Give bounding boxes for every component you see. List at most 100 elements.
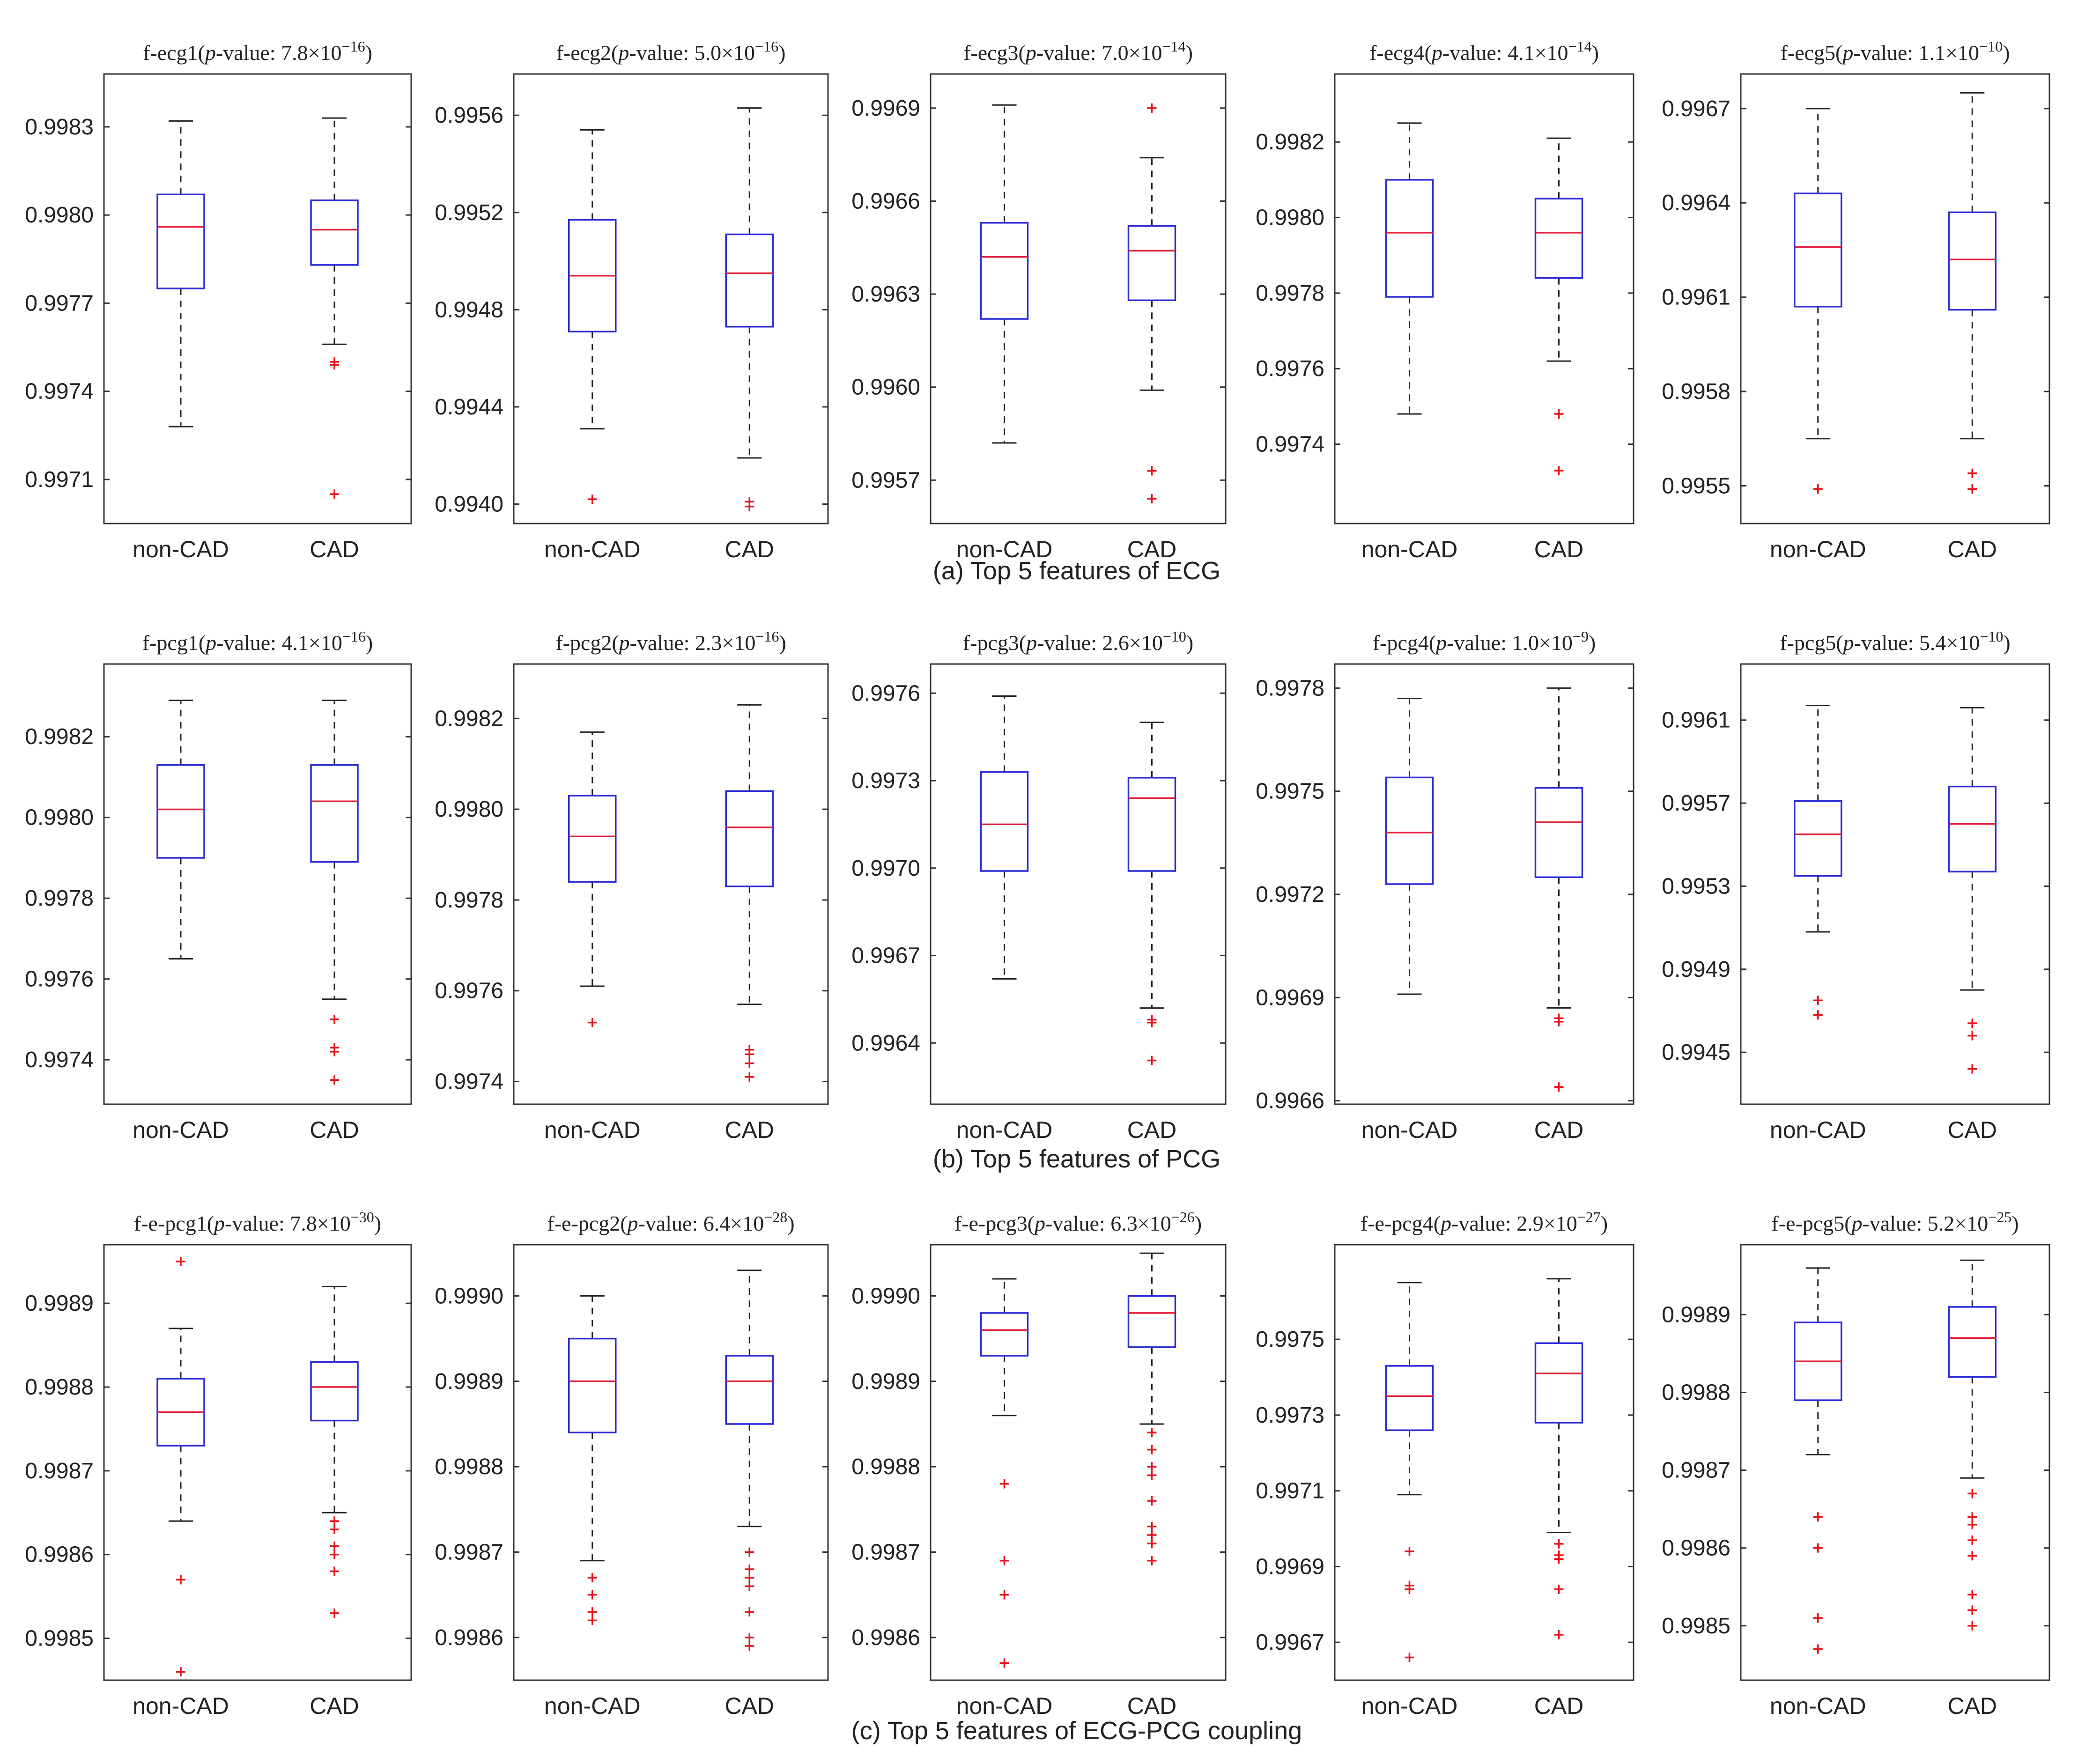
title-part: 4.1 [281,631,309,655]
y-tick-label: 0.9969 [1256,985,1324,1010]
title-part: f-pcg1 [142,631,199,655]
outlier-marker [1967,1535,1977,1545]
y-tick-label: 0.9953 [1662,874,1730,899]
title-part: 2.6 [1102,631,1129,655]
boxplot-panel: f-e-pcg4(p-value: 2.9×10−27) 0.9967 0.9969… [1256,1209,1634,1719]
x-tick-label: non-CAD [1770,1693,1866,1719]
y-tick-label: 0.9978 [25,886,94,911]
title-paren: ( [1434,1211,1441,1235]
outlier-marker [330,1014,339,1024]
title-part: -value: [630,631,695,655]
y-tick-label: 0.9971 [25,467,94,492]
x-tick-label: CAD [725,1693,774,1719]
title-part: ) [1601,1211,1608,1235]
title-part: ×10 [1535,41,1568,65]
boxplot-panel: f-ecg3(p-value: 7.0×10−14) 0.9957 0.9960 0.… [851,38,1227,562]
title-part: ) [2003,631,2010,655]
outlier-marker [999,1479,1009,1489]
y-tick-label: 0.9988 [25,1375,94,1400]
box-non-cad [980,695,1029,980]
y-tick-label: 0.9966 [1256,1089,1324,1114]
title-part: p [204,631,216,655]
box-non-cad [156,120,205,428]
x-tick-label: CAD [1127,536,1177,562]
title-part: ×10 [1954,1211,1988,1235]
title-part: -value: [225,1211,290,1235]
title-part: −25 [1988,1209,2011,1225]
title-part: p [204,41,216,65]
box-cad [310,1285,359,1618]
y-tick-label: 0.9977 [25,291,94,316]
iqr-box [980,771,1029,872]
iqr-box [1127,225,1176,302]
title-part: -value: [216,41,281,65]
title-part: p [213,1211,225,1235]
panel-title: f-pcg5(p-value: 5.4×10−10) [1780,628,2010,655]
title-part: ) [778,41,785,65]
box-non-cad [1385,697,1434,995]
outlier-marker [745,502,754,511]
outlier-marker [745,1058,754,1068]
y-tick-label: 0.9989 [1662,1302,1730,1327]
iqr-box [980,222,1029,320]
y-tick-label: 0.9975 [1256,779,1324,804]
box-cad [725,107,774,511]
iqr-box [1534,787,1583,878]
title-part: f-pcg3 [963,631,1019,655]
x-tick-label: non-CAD [133,536,229,562]
box-non-cad [1794,108,1842,494]
title-part: ) [787,1211,794,1235]
title-paren: ( [1836,631,1843,655]
iqr-box [568,1337,617,1433]
outlier-marker [1147,466,1157,476]
title-part: 7.8 [290,1211,317,1235]
y-tick-label: 0.9986 [851,1625,920,1650]
title-part: f-e-pcg1 [134,1211,207,1235]
outlier-marker [1554,1630,1564,1639]
outlier-marker [745,1072,754,1082]
iqr-box [568,795,617,883]
title-part: f-ecg2 [556,41,611,65]
outlier-marker [330,360,339,370]
title-part: ×10 [1129,41,1162,65]
panel-title: f-ecg2(p-value: 5.0×10−16) [556,38,786,65]
box-non-cad [980,1278,1029,1668]
x-tick-label: CAD [1947,1693,1997,1719]
subfigure-caption: (a) Top 5 features of ECG [933,557,1220,585]
title-part: p [1841,41,1853,65]
title-paren: ( [1844,1211,1851,1235]
y-tick-label: 0.9976 [435,979,503,1004]
title-part: ) [779,631,786,655]
y-tick-label: 0.9975 [1256,1327,1324,1352]
outlier-marker [745,1632,754,1642]
iqr-box [1385,179,1434,298]
box-non-cad [568,1295,617,1625]
y-tick-label: 0.9980 [25,203,94,228]
y-tick-label: 0.9982 [1256,130,1324,155]
title-part: 6.4 [703,1211,731,1235]
box-non-cad [980,104,1029,444]
title-part: 4.1 [1508,41,1535,65]
outlier-marker [330,489,339,499]
title-part: f-ecg1 [143,41,198,65]
title-part: -value: [1447,631,1512,655]
iqr-box [156,764,205,859]
box-cad [1534,1278,1583,1639]
y-tick-label: 0.9982 [435,706,503,731]
iqr-box [980,1312,1029,1357]
x-tick-label: non-CAD [1770,1117,1866,1143]
title-part: −16 [755,628,779,645]
outlier-marker [1813,1613,1823,1623]
box-cad [310,700,359,1085]
title-paren: ( [1429,631,1436,655]
x-tick-label: non-CAD [544,536,641,562]
title-part: -value: [629,41,694,65]
iqr-box [1948,785,1997,873]
y-tick-label: 0.9940 [435,492,503,517]
panel-title: f-e-pcg1(p-value: 7.8×10−30) [134,1209,381,1235]
outlier-marker [1813,484,1823,494]
outlier-marker [330,1047,339,1056]
title-paren: ( [207,1211,214,1235]
subfigure-caption: (c) Top 5 features of ECG-PCG coupling [851,1717,1302,1745]
boxplot-panel: f-pcg5(p-value: 5.4×10−10) 0.9945 0.9949 0.… [1662,628,2050,1143]
